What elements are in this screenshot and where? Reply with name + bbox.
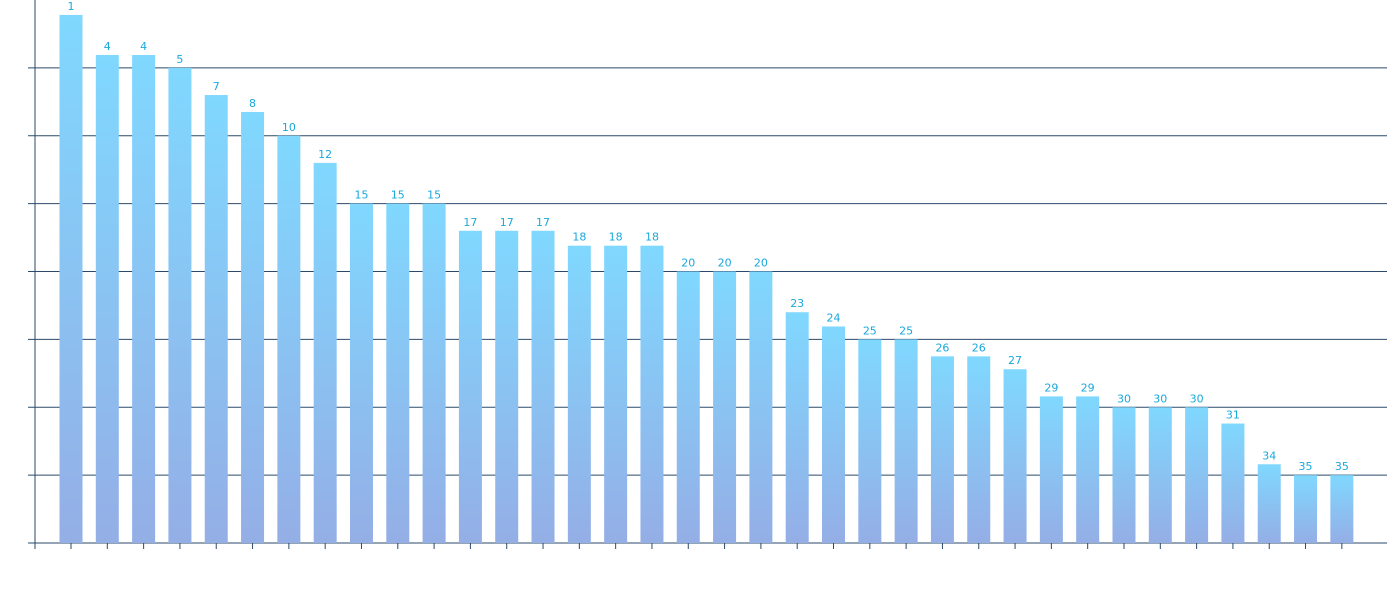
data-label: 15 [427, 189, 441, 202]
bar [386, 203, 410, 543]
bar [822, 326, 846, 543]
data-label: 35 [1299, 460, 1313, 473]
bar [1076, 396, 1100, 543]
bar [1112, 407, 1136, 543]
bar [785, 312, 809, 543]
bar [458, 230, 482, 543]
data-label: 4 [140, 40, 147, 53]
data-label: 18 [609, 231, 623, 244]
bar [930, 356, 954, 543]
bar [604, 245, 628, 543]
data-label: 25 [863, 324, 877, 337]
data-label: 26 [972, 341, 986, 354]
data-label: 15 [391, 189, 405, 202]
bar [713, 271, 737, 543]
bar [1039, 396, 1063, 543]
bar [313, 162, 337, 543]
bar [749, 271, 773, 543]
data-label: 35 [1335, 460, 1349, 473]
data-label: 8 [249, 97, 256, 110]
bar [1185, 407, 1209, 543]
data-label: 18 [645, 231, 659, 244]
bar [349, 203, 373, 543]
bar [1294, 475, 1318, 543]
data-label: 5 [176, 53, 183, 66]
bar [422, 203, 446, 543]
data-label: 4 [104, 40, 111, 53]
data-label: 27 [1008, 354, 1022, 367]
bar [967, 356, 991, 543]
bar [1003, 369, 1027, 543]
data-label: 31 [1226, 409, 1240, 422]
bar [1257, 464, 1281, 543]
data-label: 30 [1153, 392, 1167, 405]
data-label: 12 [318, 148, 332, 161]
data-label: 30 [1190, 392, 1204, 405]
bar [640, 245, 664, 543]
bar [59, 14, 83, 544]
data-label: 1 [68, 0, 75, 13]
data-label: 20 [681, 257, 695, 270]
bar [1148, 407, 1172, 543]
data-label: 15 [354, 189, 368, 202]
data-label: 24 [827, 311, 841, 324]
data-label: 20 [718, 257, 732, 270]
data-label: 7 [213, 80, 220, 93]
data-label: 17 [536, 216, 550, 229]
data-label: 20 [754, 257, 768, 270]
bar [277, 135, 301, 543]
bar [168, 67, 192, 543]
bar [858, 339, 882, 543]
data-label: 17 [463, 216, 477, 229]
bar [894, 339, 918, 543]
data-label: 18 [572, 231, 586, 244]
data-label: 26 [935, 341, 949, 354]
bar [531, 230, 555, 543]
bar [567, 245, 591, 543]
data-label: 23 [790, 297, 804, 310]
bar [132, 54, 156, 543]
data-label: 29 [1044, 381, 1058, 394]
bar [1330, 475, 1354, 543]
data-label: 30 [1117, 392, 1131, 405]
data-label: 17 [500, 216, 514, 229]
data-label: 29 [1081, 381, 1095, 394]
bar [495, 230, 519, 543]
data-label: 10 [282, 121, 296, 134]
bar [241, 111, 265, 544]
data-label: 34 [1262, 449, 1276, 462]
data-label: 25 [899, 324, 913, 337]
bar [95, 54, 119, 543]
bar [204, 95, 228, 544]
bar [1221, 423, 1245, 543]
bar [676, 271, 700, 543]
